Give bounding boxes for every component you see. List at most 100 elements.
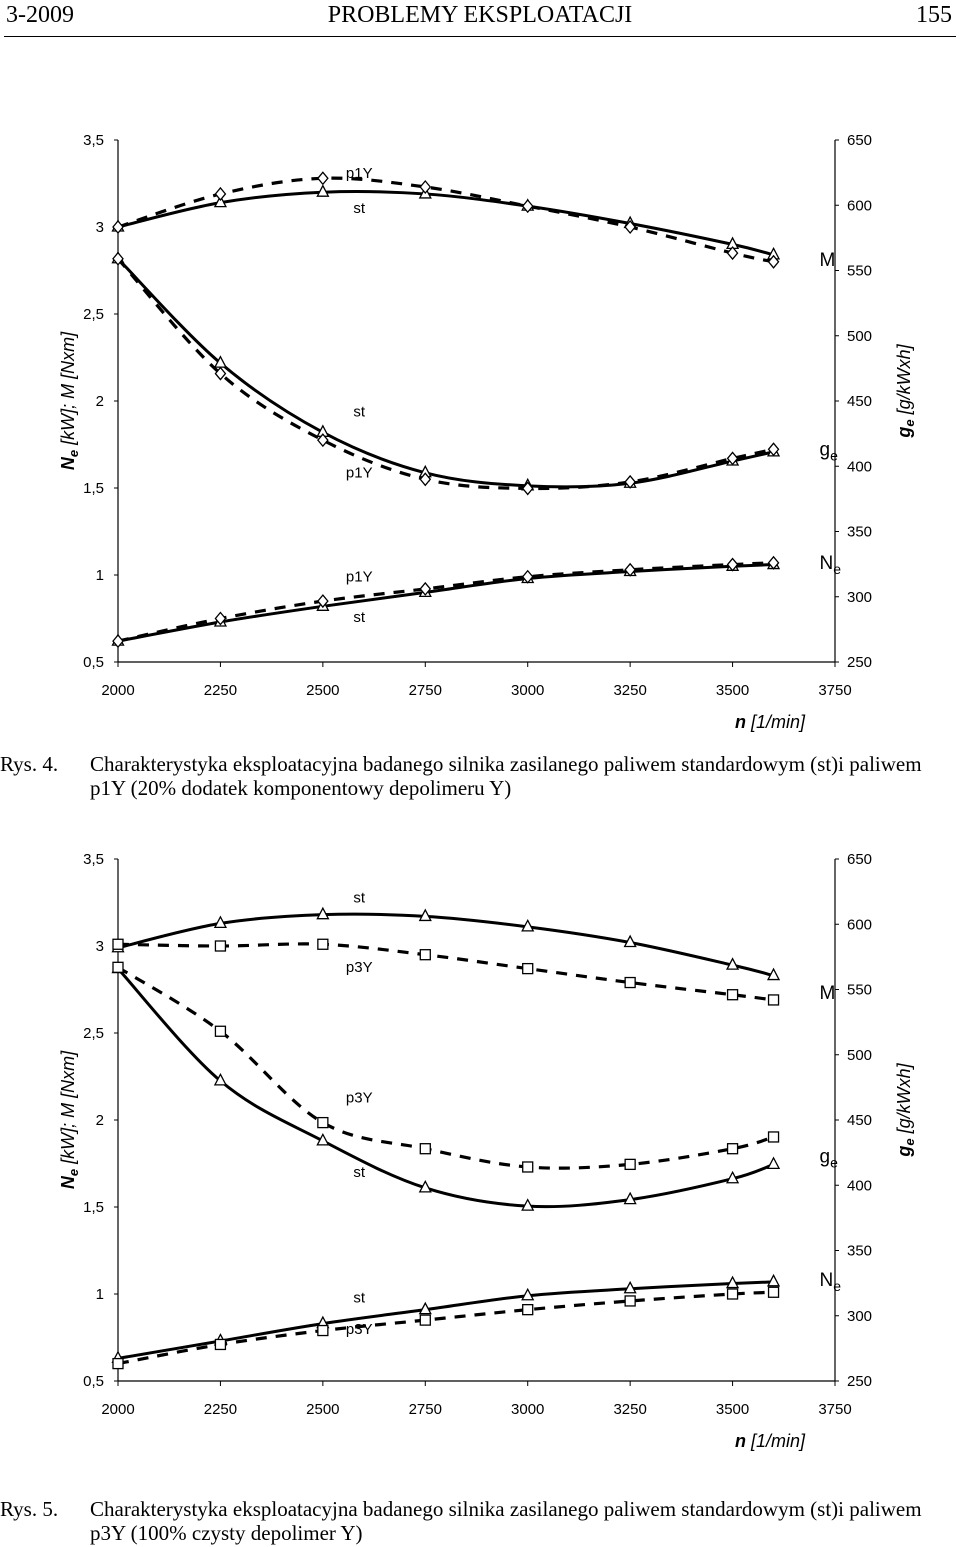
x-tick-label: 3250 <box>613 682 646 699</box>
data-point-square-ge-p3Y <box>419 1143 431 1155</box>
data-point-diamond-M-p1Y <box>112 219 124 235</box>
series-annotation: p1Y <box>346 569 373 586</box>
data-point-diamond-M-p1Y <box>419 179 432 194</box>
y-left-tick-label: 3 <box>96 219 104 236</box>
y-left-tick-label: 1 <box>96 1286 104 1303</box>
data-point-square-M-p3Y <box>624 976 636 989</box>
data-point-diamond-ge-p1Y <box>624 474 636 489</box>
data-point-triangle-M-st <box>623 934 637 948</box>
x-tick-label: 2750 <box>409 682 442 699</box>
x-tick-label: 3750 <box>818 1401 851 1418</box>
y-right-tick-label: 600 <box>847 916 872 933</box>
data-point-diamond-Ne-p1Y <box>214 611 227 626</box>
y-right-tick-label: 500 <box>847 1047 872 1064</box>
figure-4-caption: Rys. 4. Charakterystyka eksploatacyjna b… <box>0 752 950 800</box>
y-left-tick-label: 1 <box>96 567 104 584</box>
data-point-diamond-ge-p1Y <box>214 366 227 381</box>
data-point-square-Ne-p3Y <box>317 1324 329 1337</box>
x-tick-label: 3250 <box>613 1401 646 1418</box>
y-axis-left-title: Ne [kW]; M [Nxm] <box>58 1050 81 1189</box>
data-point-triangle-ge-st <box>725 1170 740 1184</box>
figure-4-caption-text: Charakterystyka eksploatacyjna badanego … <box>90 752 922 800</box>
data-point-triangle-ge-st <box>418 1179 432 1193</box>
series-annotation: p3Y <box>346 1321 373 1338</box>
data-point-square-Ne-p3Y <box>419 1314 431 1326</box>
curve-name-label: M <box>820 983 836 1004</box>
data-point-square-ge-p3Y <box>726 1143 739 1155</box>
y-right-tick-label: 650 <box>847 132 872 149</box>
journal-issue: 3-2009 <box>6 2 74 28</box>
y-left-tick-label: 1,5 <box>83 480 104 497</box>
data-point-diamond-M-p1Y <box>214 186 227 201</box>
series-line-ge-st <box>116 967 775 1209</box>
x-tick-label: 2250 <box>204 682 237 699</box>
series-annotation: p3Y <box>346 1089 373 1106</box>
curve-name-label: ge <box>820 1147 839 1171</box>
y-left-tick-label: 2,5 <box>83 306 104 323</box>
data-point-diamond-Ne-p1Y <box>726 557 739 572</box>
data-point-triangle-Ne-st <box>521 1287 535 1301</box>
data-point-square-Ne-p3Y <box>726 1288 739 1300</box>
series-annotation: p1Y <box>346 464 373 481</box>
data-point-triangle-M-st <box>213 194 228 208</box>
series-line-ge-p3Y <box>117 965 775 1170</box>
data-point-square-M-p3Y <box>317 938 329 950</box>
data-point-triangle-M-st <box>521 918 535 932</box>
y-right-tick-label: 300 <box>847 1308 872 1325</box>
y-right-tick-label: 450 <box>847 393 872 410</box>
data-point-diamond-ge-p1Y <box>726 451 739 466</box>
x-tick-label: 3000 <box>511 682 544 699</box>
series-annotation: st <box>353 609 366 626</box>
data-point-diamond-M-p1Y <box>726 246 739 261</box>
data-point-square-ge-p3Y <box>522 1161 534 1173</box>
series-line-Ne-p3Y <box>117 1290 774 1366</box>
data-point-diamond-M-p1Y <box>767 254 780 269</box>
curve-name-label: ge <box>820 440 839 464</box>
y-right-tick-label: 550 <box>847 263 872 280</box>
x-tick-label: 3000 <box>511 1401 544 1418</box>
header-rule <box>4 36 956 37</box>
data-point-diamond-ge-p1Y <box>521 481 534 496</box>
series-line-M-st <box>117 189 774 257</box>
series-annotation: p3Y <box>346 959 373 976</box>
data-point-square-Ne-p3Y <box>522 1304 534 1316</box>
series-annotation: st <box>353 200 366 217</box>
y-right-tick-label: 400 <box>847 1177 872 1194</box>
series-annotation: p1Y <box>346 165 373 182</box>
data-point-square-M-p3Y <box>419 949 431 961</box>
y-axis-right-title: ge [g/kWxh] <box>894 1062 917 1157</box>
data-point-diamond-ge-p1Y <box>767 442 780 457</box>
data-point-diamond-M-p1Y <box>317 171 329 186</box>
data-point-triangle-Ne-st <box>725 1275 740 1289</box>
data-point-square-M-p3Y <box>112 938 124 950</box>
y-left-tick-label: 2 <box>96 1112 104 1129</box>
x-axis-title: n [1/min] <box>735 712 806 732</box>
series-line-M-st <box>117 912 774 978</box>
x-tick-label: 2000 <box>101 1401 134 1418</box>
data-point-diamond-M-p1Y <box>521 199 534 214</box>
data-point-triangle-M-st <box>725 957 740 970</box>
series-annotation: st <box>353 1164 366 1181</box>
curve-name-label: Ne <box>820 1270 842 1294</box>
data-point-triangle-Ne-st <box>766 1273 781 1287</box>
y-right-tick-label: 550 <box>847 982 872 999</box>
data-point-diamond-ge-p1Y <box>317 433 329 448</box>
series-line-Ne-p1Y <box>117 561 774 643</box>
x-tick-label: 2500 <box>306 682 339 699</box>
data-point-triangle-M-st <box>213 915 228 929</box>
series-line-Ne-st <box>117 1280 774 1360</box>
data-point-square-Ne-p3Y <box>767 1286 780 1298</box>
data-point-diamond-Ne-p1Y <box>419 581 432 596</box>
y-axis-right-title: ge [g/kWxh] <box>894 343 917 438</box>
x-tick-label: 2750 <box>409 1401 442 1418</box>
series-annotation: st <box>353 889 366 906</box>
data-point-square-M-p3Y <box>214 940 227 952</box>
figure-5-caption: Rys. 5. Charakterystyka eksploatacyjna b… <box>0 1497 950 1545</box>
y-axis-left-title: Ne [kW]; M [Nxm] <box>58 331 81 470</box>
y-right-tick-label: 300 <box>847 589 872 606</box>
data-point-square-ge-p3Y <box>624 1158 636 1171</box>
figure-5-caption-text: Charakterystyka eksploatacyjna badanego … <box>90 1497 922 1545</box>
series-line-M-p3Y <box>117 942 774 1002</box>
data-point-triangle-ge-st <box>521 1198 535 1211</box>
y-right-tick-label: 250 <box>847 654 872 671</box>
